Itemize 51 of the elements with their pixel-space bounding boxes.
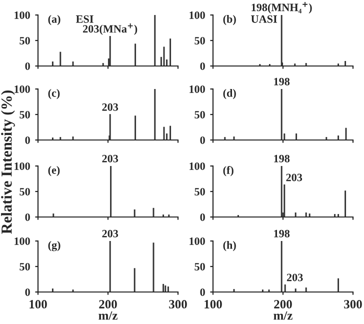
y-tick-label: 100 — [14, 237, 30, 245]
x-axis-title: m/z — [274, 311, 292, 320]
y-tick-label: 50 — [20, 36, 30, 44]
y-tick-label: 100 — [190, 11, 205, 19]
y-axis-title: Relative Intensity (%) — [1, 90, 15, 234]
annotation: 198 — [274, 154, 290, 162]
y-tick-label: 0 — [200, 288, 205, 296]
y-tick-label: 50 — [20, 110, 30, 118]
y-tick-label: 0 — [25, 136, 30, 144]
y-tick-label: 0 — [200, 136, 205, 144]
y-tick-label: 0 — [200, 62, 205, 70]
x-tick-label: 300 — [169, 300, 187, 308]
annotation: 203(MNa$^{+}$) — [83, 23, 138, 35]
annotation: (a) — [48, 15, 60, 26]
y-tick-label: 0 — [25, 288, 30, 296]
annotation: (f) — [223, 166, 234, 176]
x-tick-label: 200 — [274, 300, 292, 308]
y-tick-label: 100 — [14, 162, 30, 170]
y-tick-label: 0 — [25, 213, 30, 221]
y-tick-label: 100 — [14, 11, 30, 19]
y-tick-label: 0 — [25, 62, 30, 70]
y-tick-label: 0 — [200, 213, 205, 221]
annotation: 203 — [286, 274, 303, 282]
y-tick-label: 50 — [194, 110, 205, 118]
annotation: (e) — [48, 166, 60, 176]
annotation: UASI — [251, 15, 277, 23]
annotation: (h) — [223, 241, 236, 252]
annotation: (b) — [223, 15, 236, 26]
annotation: 203 — [102, 154, 118, 162]
annotation: 203 — [102, 230, 118, 238]
y-tick-label: 50 — [20, 262, 30, 270]
annotation: 198 — [274, 230, 290, 238]
annotation: (d) — [223, 89, 236, 100]
y-tick-label: 50 — [194, 188, 205, 196]
annotation: 198 — [274, 78, 290, 86]
y-tick-label: 50 — [194, 262, 205, 270]
y-tick-label: 50 — [20, 188, 30, 196]
annotation: (g) — [48, 241, 60, 252]
x-axis-title: m/z — [98, 311, 118, 320]
y-tick-label: 100 — [14, 85, 30, 93]
x-tick-label: 200 — [99, 300, 117, 308]
y-tick-label: 100 — [190, 85, 205, 93]
y-tick-label: 100 — [190, 162, 205, 170]
annotation: (c) — [48, 89, 60, 100]
annotation: 203 — [286, 174, 302, 182]
annotation: 203 — [102, 103, 118, 111]
y-tick-label: 50 — [194, 36, 205, 44]
annotation: 198(MNH₄$^{+}$) — [252, 2, 312, 14]
y-tick-label: 100 — [190, 237, 205, 245]
annotation: ESI — [76, 15, 94, 23]
x-tick-label: 300 — [344, 300, 362, 308]
